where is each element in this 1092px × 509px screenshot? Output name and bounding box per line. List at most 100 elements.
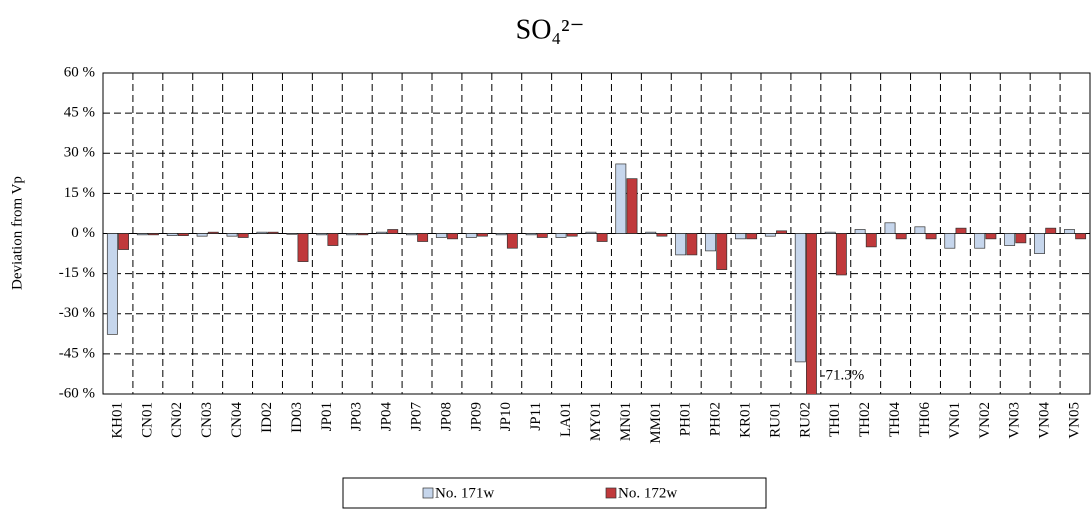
x-tick-label: VN04 [1037,402,1053,439]
y-tick-label: -15 % [59,265,95,281]
bar [495,233,507,236]
bar [656,233,668,237]
x-tick-label: MN01 [618,402,634,441]
y-tick-label: 60 % [64,64,95,80]
bar [327,233,339,246]
x-tick-label: MM01 [648,402,664,444]
bar [297,233,309,262]
bar [1064,229,1075,234]
x-tick-label: CN03 [199,402,215,438]
bar [764,233,776,237]
bar [177,233,189,236]
bar [357,233,369,236]
bar [794,233,806,363]
legend-swatch [422,487,434,499]
bar [1015,233,1027,244]
x-tick-label: RU01 [767,402,783,438]
x-tick-label: JP11 [528,402,544,431]
y-tick-label: 30 % [64,145,95,161]
bar [686,233,698,256]
bar [555,233,567,238]
bar [465,233,477,238]
bar [675,233,687,256]
bar [435,233,447,238]
bar [835,233,847,276]
x-tick-label: KR01 [737,402,753,438]
bar [536,233,548,238]
bar [136,233,148,236]
bar [806,233,817,394]
bar [746,233,758,240]
bar [716,233,728,270]
bar [118,233,129,250]
bar [914,226,926,234]
bar [286,233,298,235]
bar [735,233,746,240]
bar [417,233,429,242]
bar [1034,233,1045,254]
bar [525,233,537,236]
x-tick-label: JP04 [379,402,395,432]
bar [256,231,268,234]
bar [148,233,159,236]
x-tick-label: TH01 [827,402,843,437]
x-tick-label: CN01 [139,402,155,438]
bar [824,231,836,234]
x-tick-label: TH04 [887,402,903,437]
bar [316,233,328,236]
y-tick-label: 45 % [64,105,95,121]
bar [854,229,866,234]
bar [985,233,997,240]
bar [447,233,458,240]
bar [346,233,358,236]
x-tick-label: CN02 [169,402,185,438]
bar [944,233,956,249]
bar [267,231,279,234]
bar [705,233,716,252]
x-tick-label: JP10 [498,402,514,431]
y-tick-label: -45 % [59,345,95,361]
y-axis-label: Deviation from Vp [9,176,25,290]
bar [387,229,399,234]
legend-label: No. 171w [435,485,494,501]
bar [645,231,657,234]
x-tick-label: LA01 [558,402,574,437]
bar [1075,233,1087,240]
y-tick-label: -30 % [59,305,95,321]
x-tick-label: JP03 [349,402,365,431]
bar [955,227,967,234]
x-tick-label: JP08 [438,402,454,431]
x-tick-label: JP09 [468,402,484,431]
x-tick-label: VN03 [1007,402,1023,439]
x-tick-label: PH01 [678,402,694,436]
x-tick-label: KH01 [109,402,125,439]
bar [477,233,488,237]
legend-label: No. 172w [618,485,677,501]
bar [506,233,518,249]
bar [207,231,219,234]
bar [776,230,787,234]
x-tick-label: MY01 [588,402,604,441]
x-tick-label: VN02 [977,402,993,439]
y-tick-label: -60 % [59,385,95,401]
bar [566,233,578,237]
bar [585,231,597,234]
bar [237,233,249,238]
bar [895,233,907,240]
y-tick-label: 0 % [71,225,95,241]
x-tick-label: ID02 [259,402,275,433]
legend-swatch [605,487,617,499]
bar [596,233,608,242]
y-tick-label: 15 % [64,185,95,201]
x-tick-label: CN04 [229,402,245,438]
bar [406,233,417,236]
data-label: -71.3% [821,367,865,383]
bar [884,222,896,234]
bar [925,233,937,240]
x-tick-label: JP01 [319,402,335,431]
chart-title: SO₄²⁻ [516,14,585,45]
bar [166,233,178,236]
bar [376,231,387,234]
x-tick-label: RU02 [797,402,813,438]
